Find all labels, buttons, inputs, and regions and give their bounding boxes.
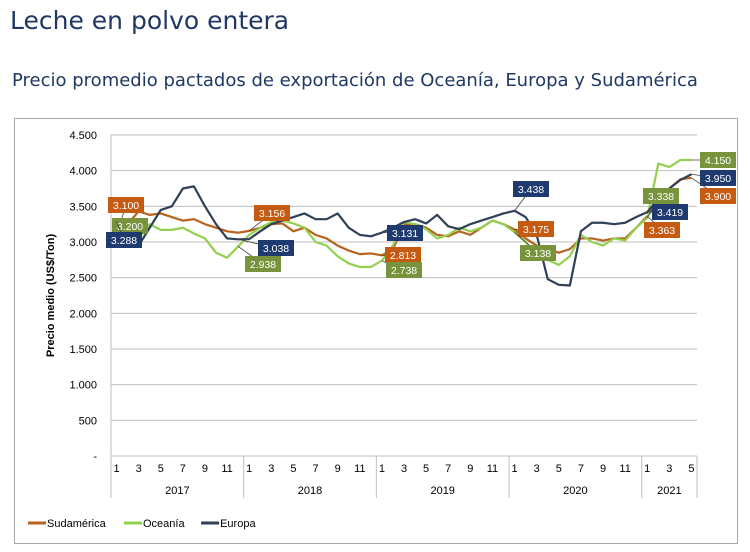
x-tick-label: 11 [487,463,498,475]
y-tick-label: 500 [79,415,97,427]
x-tick-label: 3 [666,463,672,475]
annotation-box [387,225,423,241]
x-tick-label: 5 [423,463,429,475]
x-tick-label: 5 [158,463,164,475]
y-tick-label: 4.000 [69,166,97,178]
annotation-label: 3.038 [263,243,289,255]
chart-subtitle: Precio promedio pactados de exportación … [12,70,698,91]
x-tick-label: 3 [534,463,540,475]
y-tick-label: - [93,451,97,463]
x-tick-label: 5 [556,463,562,475]
annotation-box [700,152,736,168]
chart-frame [14,118,738,544]
x-tick-label: 5 [688,463,694,475]
annotation-box [385,247,421,263]
annotation-label: 3.338 [648,191,674,203]
annotation-box [386,262,422,278]
x-tick-label: 9 [202,463,208,475]
x-tick-label: 1 [512,463,518,475]
year-label: 2018 [298,485,322,497]
x-tick-label: 11 [619,463,630,475]
page-title: Leche en polvo entera [10,6,290,35]
legend-label: Europa [220,518,256,530]
annotation-label: 3.131 [392,228,418,240]
annotation-label: 2.813 [390,250,416,262]
annotation-label: 3.438 [518,184,544,196]
annotation-label: 2.738 [391,265,417,277]
x-tick-label: 3 [136,463,142,475]
annotation-label: 3.363 [649,225,675,237]
x-tick-label: 11 [221,463,232,475]
y-tick-label: 2.500 [69,273,97,285]
x-tick-label: 7 [445,463,451,475]
annotation-box [513,181,549,197]
annotation-label: 3.200 [117,221,143,233]
year-label: 2017 [165,485,189,497]
x-tick-label: 9 [600,463,606,475]
annotation-box [643,188,679,204]
y-tick-label: 3.000 [69,237,97,249]
y-tick-label: 1.500 [69,344,97,356]
annotation-label: 3.900 [705,191,731,203]
annotation-label: 3.156 [259,208,285,220]
y-tick-label: 1.000 [69,380,97,392]
x-tick-label: 7 [578,463,584,475]
series-line-europa [115,173,692,287]
legend-label: Sudamérica [47,518,107,530]
annotation-label: 3.138 [525,248,551,260]
x-tick-label: 1 [379,463,385,475]
annotation-box [652,204,688,220]
annotation-box [258,240,294,256]
y-tick-label: 3.500 [69,201,97,213]
annotation-box [518,221,554,237]
x-tick-label: 5 [290,463,296,475]
annotation-box [700,170,736,186]
annotation-box [245,256,281,272]
annotation-box [644,222,680,238]
annotation-label: 3.288 [111,235,137,247]
x-tick-label: 3 [401,463,407,475]
annotation-label: 3.950 [705,173,731,185]
annotation-box [112,218,148,234]
annotation-label: 3.419 [657,207,683,219]
x-tick-label: 3 [268,463,274,475]
year-label: 2019 [430,485,454,497]
annotation-box [106,232,142,248]
year-label: 2021 [657,485,681,497]
x-tick-label: 11 [354,463,365,475]
x-tick-label: 1 [113,463,119,475]
annotation-box [520,245,556,261]
year-label: 2020 [563,485,587,497]
annotation-label: 3.175 [523,224,549,236]
x-tick-label: 1 [246,463,252,475]
annotation-label: 4.150 [705,155,731,167]
annotation-box [700,188,736,204]
annotation-label: 3.100 [113,200,139,212]
annotation-label: 2.938 [250,259,276,271]
legend-label: Oceanía [143,518,185,530]
annotation-box [254,205,290,221]
y-tick-label: 4.500 [69,130,97,142]
x-tick-label: 1 [644,463,650,475]
x-tick-label: 7 [312,463,318,475]
annotation-box [108,197,144,213]
x-tick-label: 9 [335,463,341,475]
y-tick-label: 2.000 [69,308,97,320]
x-tick-label: 9 [467,463,473,475]
x-tick-label: 7 [180,463,186,475]
y-axis-label: Precio medio (US$/Ton) [45,234,57,358]
